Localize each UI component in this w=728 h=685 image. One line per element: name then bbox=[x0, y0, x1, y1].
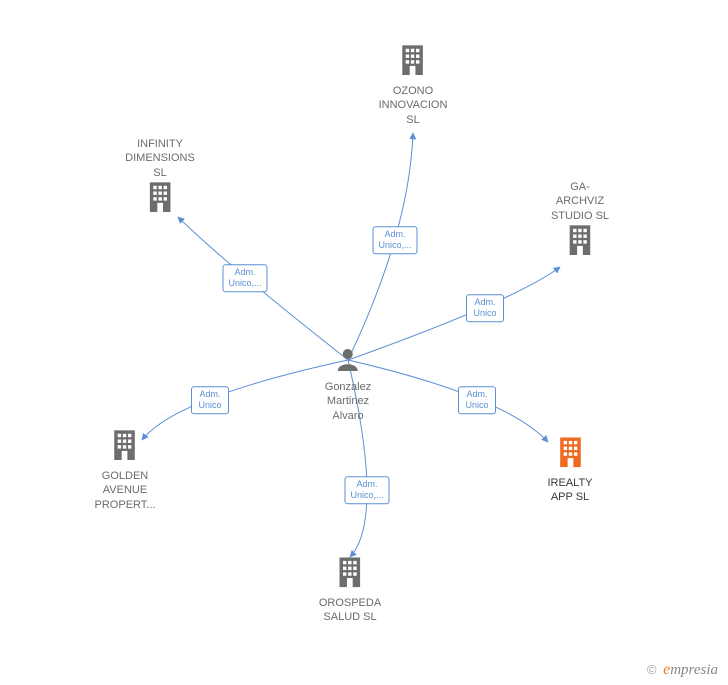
node-label: INFINITYDIMENSIONSSL bbox=[125, 137, 195, 180]
network-diagram: GonzalezMartinezAlvaro OZONOINNOVACIONSL… bbox=[0, 0, 728, 685]
person-icon bbox=[325, 347, 371, 376]
brand-rest: mpresia bbox=[670, 662, 718, 678]
node-label: IREALTYAPP SL bbox=[547, 476, 592, 505]
node-label: OROSPEDASALUD SL bbox=[319, 596, 381, 625]
center-person-node[interactable]: GonzalezMartinezAlvaro bbox=[325, 347, 371, 423]
company-node-archviz[interactable]: GA-ARCHVIZSTUDIO SL bbox=[551, 176, 609, 260]
company-node-ozono[interactable]: OZONOINNOVACIONSL bbox=[379, 43, 448, 127]
node-label: GA-ARCHVIZSTUDIO SL bbox=[551, 180, 609, 223]
company-node-orospeda[interactable]: OROSPEDASALUD SL bbox=[319, 555, 381, 625]
building-icon bbox=[551, 223, 609, 260]
footer-branding: © empresia bbox=[647, 661, 718, 679]
building-icon bbox=[319, 555, 381, 592]
edge bbox=[348, 360, 548, 442]
building-icon bbox=[125, 180, 195, 217]
edge-label: Adm.Unico bbox=[191, 386, 229, 414]
edge-label: Adm.Unico,... bbox=[344, 476, 389, 504]
edge-label: Adm.Unico,... bbox=[222, 264, 267, 292]
building-icon bbox=[95, 428, 156, 465]
edge-label: Adm.Unico bbox=[466, 294, 504, 322]
node-label: GOLDENAVENUEPROPERT... bbox=[95, 469, 156, 512]
edge bbox=[348, 267, 560, 360]
node-label: OZONOINNOVACIONSL bbox=[379, 84, 448, 127]
copyright-symbol: © bbox=[647, 662, 657, 677]
edge-label: Adm.Unico,... bbox=[372, 226, 417, 254]
edge bbox=[142, 360, 348, 440]
building-icon bbox=[379, 43, 448, 80]
center-label: GonzalezMartinezAlvaro bbox=[325, 380, 371, 423]
company-node-golden[interactable]: GOLDENAVENUEPROPERT... bbox=[95, 428, 156, 512]
building-icon bbox=[547, 435, 592, 472]
company-node-irealty[interactable]: IREALTYAPP SL bbox=[547, 435, 592, 505]
company-node-infinity[interactable]: INFINITYDIMENSIONSSL bbox=[125, 133, 195, 217]
edge-label: Adm.Unico bbox=[458, 386, 496, 414]
